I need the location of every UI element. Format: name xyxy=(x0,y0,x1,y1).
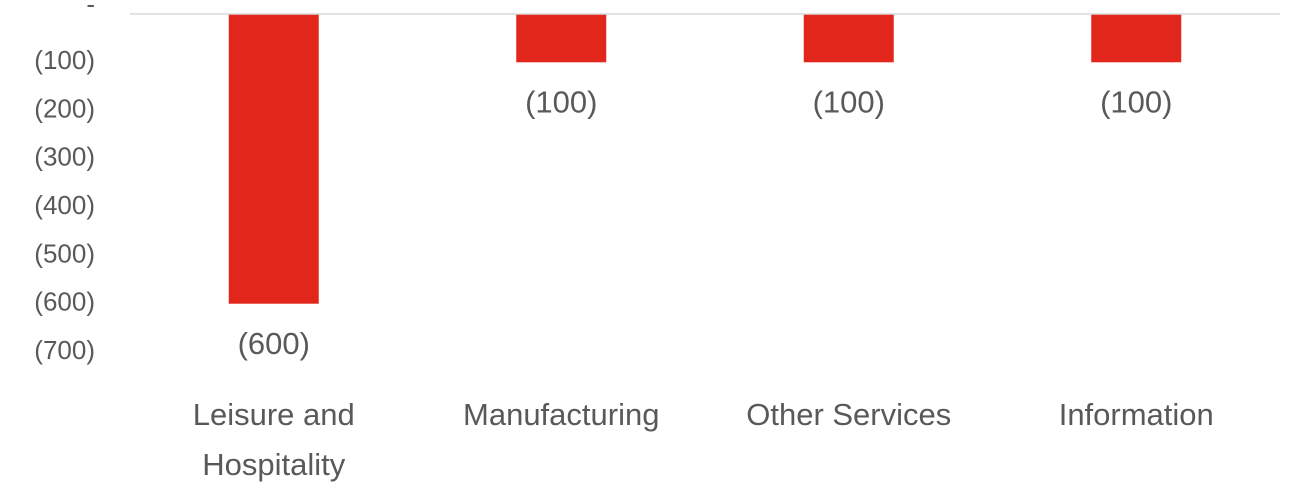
value-label: (600) xyxy=(238,326,310,361)
y-tick-label: (200) xyxy=(34,93,95,123)
y-tick-label: - xyxy=(86,0,95,19)
bar xyxy=(803,14,894,63)
y-tick-label: (600) xyxy=(34,287,95,317)
bar xyxy=(516,14,607,63)
x-tick-label: Leisure and Hospitality xyxy=(192,397,355,482)
y-tick-label: (100) xyxy=(34,45,95,75)
bar xyxy=(228,14,319,304)
y-tick-label: (300) xyxy=(34,142,95,172)
x-tick-label: Information xyxy=(1058,397,1214,432)
x-tick-label: Manufacturing xyxy=(463,397,660,432)
x-tick-label: Other Services xyxy=(746,397,952,432)
value-label: (100) xyxy=(813,84,885,119)
y-tick-label: (400) xyxy=(34,190,95,220)
bar xyxy=(1091,14,1182,63)
value-label: (100) xyxy=(1100,84,1172,119)
y-tick-label: (500) xyxy=(34,238,95,268)
value-label: (100) xyxy=(525,84,597,119)
y-tick-label: (700) xyxy=(34,335,95,365)
